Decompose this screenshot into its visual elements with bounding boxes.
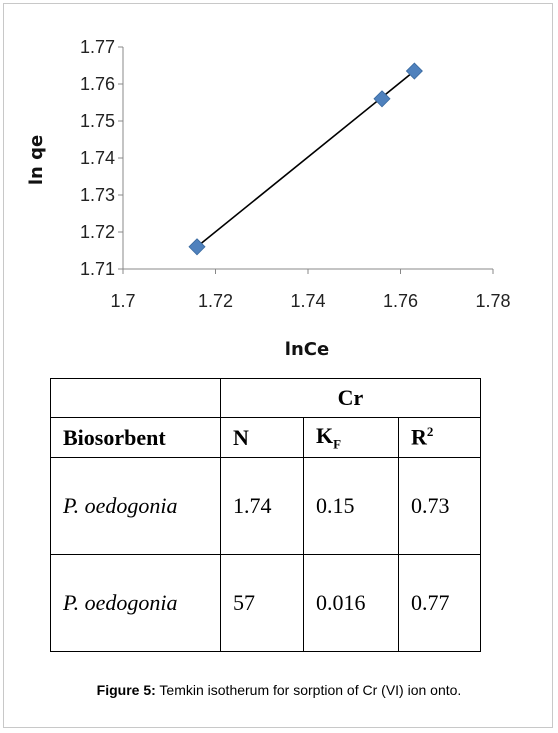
x-axis-title: lnCe <box>285 339 329 360</box>
x-tick-label: 1.7 <box>110 291 135 311</box>
y-tick-label: 1.76 <box>80 74 115 94</box>
data-point-marker <box>188 238 206 256</box>
chart-axes <box>118 46 494 274</box>
y-axis-title: ln qe <box>26 135 47 185</box>
header-r2-sup: 2 <box>426 424 434 440</box>
row1-kf: 0.15 <box>303 456 399 555</box>
header-kf-main: K <box>316 422 334 448</box>
data-point-marker <box>405 62 423 80</box>
y-tick-label: 1.74 <box>80 148 115 168</box>
data-points <box>188 62 423 256</box>
metal-group-header: Cr <box>220 377 481 419</box>
table-row: P. oedogonia 1.74 0.15 0.73 <box>50 456 481 555</box>
row2-biosorbent: P. oedogonia <box>50 553 221 653</box>
y-tick-label: 1.72 <box>80 222 115 242</box>
row1-biosorbent: P. oedogonia <box>50 456 221 555</box>
caption-label: Figure 5: <box>96 682 156 698</box>
y-tick-label: 1.77 <box>80 37 115 57</box>
caption-text: Temkin isotherum for sorption of Cr (VI)… <box>155 682 462 698</box>
y-tick-label: 1.71 <box>80 259 115 279</box>
x-tick-labels: 1.7 1.72 1.74 1.76 1.78 <box>110 291 510 311</box>
row2-kf: 0.016 <box>303 553 399 653</box>
header-kf-sub: F <box>333 436 342 452</box>
row2-n: 57 <box>220 553 304 653</box>
parameters-table: Cr Biosorbent N KF R2 P. oedogonia 1.74 … <box>50 377 481 653</box>
table-row: P. oedogonia 57 0.016 0.77 <box>50 553 481 653</box>
table-header-row: Biosorbent N KF R2 <box>50 417 481 458</box>
x-tick-label: 1.76 <box>383 291 418 311</box>
figure-caption: Figure 5: Temkin isotherum for sorption … <box>0 682 558 698</box>
header-r2-main: R <box>411 424 427 450</box>
y-tick-label: 1.73 <box>80 185 115 205</box>
header-n: N <box>220 417 304 458</box>
row1-n: 1.74 <box>220 456 304 555</box>
header-r2: R2 <box>398 417 481 458</box>
table-group-row: Cr <box>50 377 481 419</box>
row2-r2: 0.77 <box>398 553 481 653</box>
y-tick-labels: 1.71 1.72 1.73 1.74 1.75 1.76 1.77 <box>80 37 115 279</box>
y-tick-label: 1.75 <box>80 111 115 131</box>
x-tick-label: 1.74 <box>290 291 325 311</box>
temkin-chart: 1.71 1.72 1.73 1.74 1.75 1.76 1.77 1.7 1.72 1.74… <box>26 37 511 360</box>
empty-header-cell <box>50 377 221 419</box>
header-kf: KF <box>303 417 399 458</box>
data-point-marker <box>373 90 391 108</box>
x-tick-label: 1.78 <box>475 291 510 311</box>
row1-r2: 0.73 <box>398 456 481 555</box>
header-biosorbent: Biosorbent <box>50 417 221 458</box>
x-tick-label: 1.72 <box>198 291 233 311</box>
